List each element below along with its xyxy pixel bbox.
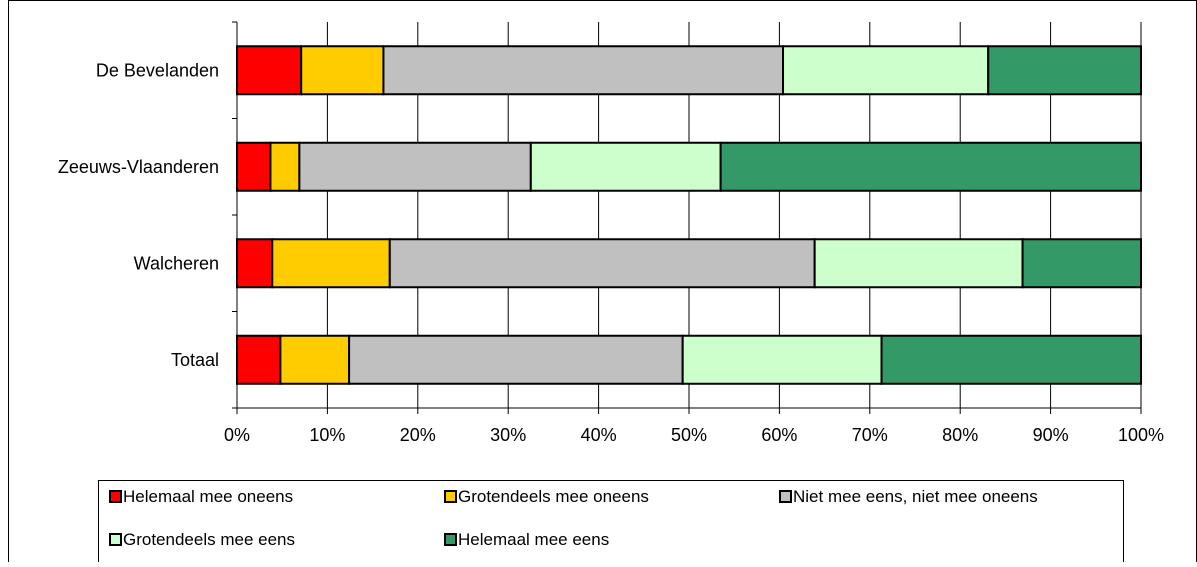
y-category-label: Walcheren: [134, 253, 219, 273]
bar-grotendeels-mee-oneens-zeeuws-vlaanderen: [269, 141, 301, 192]
legend-swatch-grotendeels-mee-oneens: [444, 490, 457, 503]
legend-swatch-niet-mee-eens-niet-mee-oneens: [779, 490, 792, 503]
bar-grotendeels-mee-oneens-totaal: [279, 334, 351, 385]
bar-helemaal-mee-oneens-zeeuws-vlaanderen: [236, 141, 272, 192]
x-tick-label: 60%: [761, 425, 797, 445]
bar-helemaal-mee-eens-totaal: [880, 334, 1142, 385]
y-category-label: Zeeuws-Vlaanderen: [58, 157, 219, 177]
bar-grotendeels-mee-eens-zeeuws-vlaanderen: [529, 141, 722, 192]
x-tick-label: 0%: [224, 425, 250, 445]
bar-niet-mee-eens-niet-mee-oneens-de-bevelanden: [382, 45, 785, 96]
bar-helemaal-mee-oneens-de-bevelanden: [236, 45, 303, 96]
bar-grotendeels-mee-oneens-walcheren: [271, 238, 391, 289]
bar-niet-mee-eens-niet-mee-oneens-totaal: [348, 334, 684, 385]
legend-swatch-helemaal-mee-eens: [444, 533, 457, 546]
y-category-label: De Bevelanden: [96, 60, 219, 80]
x-tick-label: 20%: [400, 425, 436, 445]
x-tick-label: 80%: [942, 425, 978, 445]
x-tick-label: 90%: [1033, 425, 1069, 445]
x-tick-label: 30%: [490, 425, 526, 445]
legend-swatch-grotendeels-mee-eens: [109, 533, 122, 546]
legend-swatch-helemaal-mee-oneens: [109, 490, 122, 503]
x-tick-label: 100%: [1118, 425, 1164, 445]
y-category-label: Totaal: [171, 350, 219, 370]
x-tick-label: 70%: [852, 425, 888, 445]
legend-label: Helemaal mee eens: [458, 530, 609, 549]
legend-label: Helemaal mee oneens: [123, 487, 293, 506]
bars: [236, 45, 1142, 385]
legend-label: Grotendeels mee eens: [123, 530, 295, 549]
bar-helemaal-mee-oneens-walcheren: [236, 238, 274, 289]
legend-label: Niet mee eens, niet mee oneens: [793, 487, 1038, 506]
bar-niet-mee-eens-niet-mee-oneens-walcheren: [388, 238, 816, 289]
bar-grotendeels-mee-eens-de-bevelanden: [782, 45, 990, 96]
bar-helemaal-mee-eens-walcheren: [1021, 238, 1142, 289]
bar-niet-mee-eens-niet-mee-oneens-zeeuws-vlaanderen: [298, 141, 532, 192]
bar-helemaal-mee-oneens-totaal: [236, 334, 282, 385]
bar-helemaal-mee-eens-zeeuws-vlaanderen: [719, 141, 1142, 192]
bar-grotendeels-mee-oneens-de-bevelanden: [300, 45, 385, 96]
x-tick-label: 50%: [671, 425, 707, 445]
bar-helemaal-mee-eens-de-bevelanden: [987, 45, 1142, 96]
bar-grotendeels-mee-eens-walcheren: [813, 238, 1024, 289]
bar-grotendeels-mee-eens-totaal: [681, 334, 883, 385]
tick-labels: 0% 10% 20% 30% 40% 50% 60% 70% 80% 90% 100% De Beve…: [58, 60, 1164, 445]
x-tick-label: 10%: [309, 425, 345, 445]
legend: Helemaal mee oneens Grotendeels mee oneen…: [98, 480, 1124, 567]
legend-box: [98, 480, 1124, 567]
x-tick-label: 40%: [581, 425, 617, 445]
legend-label: Grotendeels mee oneens: [458, 487, 649, 506]
